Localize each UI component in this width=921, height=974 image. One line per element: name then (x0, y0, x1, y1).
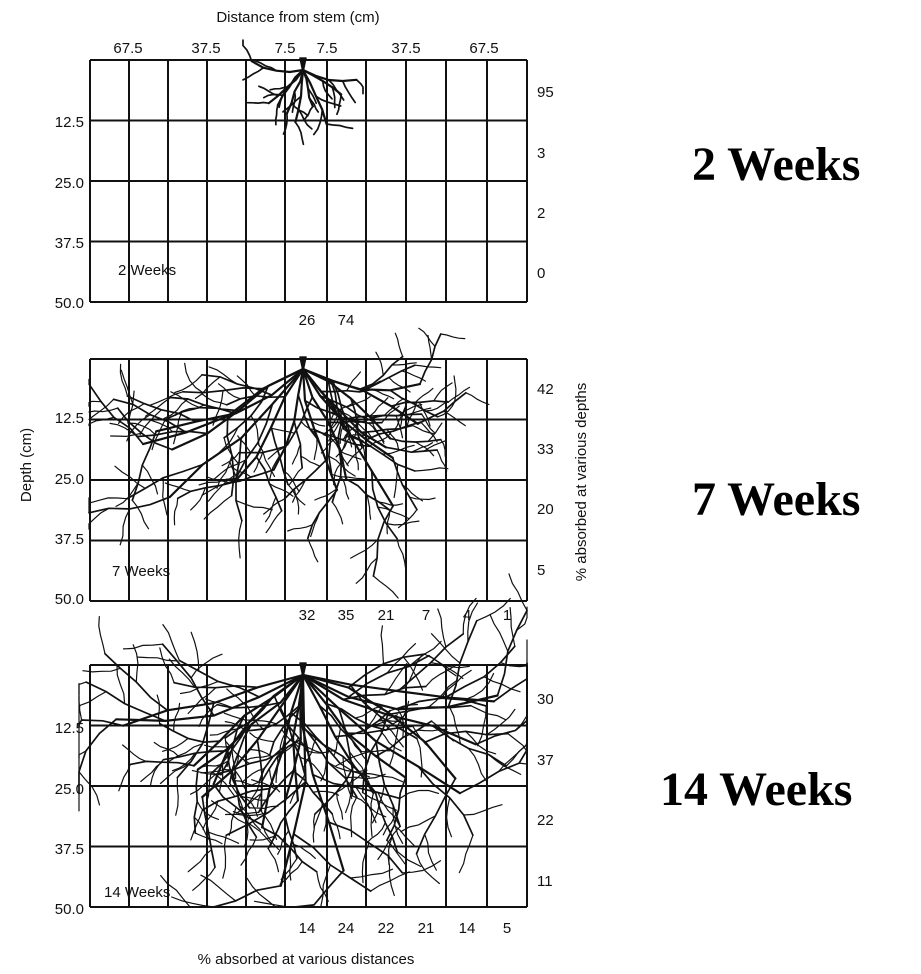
depth-tick: 25.0 (55, 175, 84, 192)
depth-percent: 2 (537, 205, 545, 222)
depth-tick: 25.0 (55, 781, 84, 798)
distance-percent: 26 (299, 312, 316, 329)
root-system (242, 39, 364, 146)
top-axis-title: Distance from stem (cm) (216, 9, 379, 26)
distance-percent: 21 (418, 920, 435, 937)
depth-percent: 0 (537, 265, 545, 282)
distance-percent: 24 (338, 920, 355, 937)
distance-percent: 21 (378, 607, 395, 624)
distance-tick: 67.5 (469, 40, 498, 57)
panel-title: 2 Weeks (692, 138, 860, 191)
panel-title: 14 Weeks (660, 763, 852, 816)
depth-percent: 22 (537, 812, 554, 829)
panel-14-weeks: 12.5 25.0 37.5 50.0 14 Weeks 30 37 22 11… (55, 573, 852, 937)
depth-tick: 37.5 (55, 235, 84, 252)
y-axis-title: Depth (cm) (18, 428, 35, 502)
distance-tick: 67.5 (113, 40, 142, 57)
depth-tick: 25.0 (55, 471, 84, 488)
depth-tick: 50.0 (55, 901, 84, 918)
depth-tick: 37.5 (55, 531, 84, 548)
depth-tick: 12.5 (55, 114, 84, 131)
distance-percent: 22 (378, 920, 395, 937)
depth-tick: 12.5 (55, 410, 84, 427)
distance-tick: 37.5 (191, 40, 220, 57)
inset-label: 7 Weeks (112, 563, 170, 580)
distance-tick: 7.5 (275, 40, 296, 57)
inset-label: 14 Weeks (104, 884, 170, 901)
distance-percent: 32 (299, 607, 316, 624)
depth-tick: 37.5 (55, 841, 84, 858)
distance-percent: 4 (463, 607, 471, 624)
depth-percent: 20 (537, 501, 554, 518)
distance-percent: 74 (338, 312, 355, 329)
depth-percent: 3 (537, 145, 545, 162)
panel-2-weeks: 12.5 25.0 37.5 50.0 2 Weeks 95 3 2 0 26 … (55, 39, 860, 329)
depth-percent: 42 (537, 381, 554, 398)
depth-tick: 12.5 (55, 720, 84, 737)
depth-percent: 95 (537, 84, 554, 101)
right-axis-title: % absorbed at various depths (573, 383, 590, 581)
panel-7-weeks: 12.5 25.0 37.5 50.0 7 Weeks 42 33 20 5 3… (55, 327, 860, 624)
depth-tick: 50.0 (55, 591, 84, 608)
distance-tick: 37.5 (391, 40, 420, 57)
distance-percent: 5 (503, 920, 511, 937)
panel-title: 7 Weeks (692, 473, 860, 526)
inset-label: 2 Weeks (118, 262, 176, 279)
soil-grid (89, 59, 528, 303)
depth-percent: 37 (537, 752, 554, 769)
depth-percent: 33 (537, 441, 554, 458)
distance-percent: 14 (299, 920, 316, 937)
depth-percent: 30 (537, 691, 554, 708)
depth-tick: 50.0 (55, 295, 84, 312)
distance-percent: 7 (422, 607, 430, 624)
depth-percent: 5 (537, 562, 545, 579)
distance-percent: 14 (459, 920, 476, 937)
bottom-axis-title: % absorbed at various distances (198, 951, 415, 968)
distance-percent: 1 (503, 607, 511, 624)
depth-percent: 11 (537, 873, 553, 890)
distance-tick: 7.5 (317, 40, 338, 57)
distance-percent: 35 (338, 607, 355, 624)
root-system (78, 573, 528, 908)
root-system (88, 327, 490, 599)
